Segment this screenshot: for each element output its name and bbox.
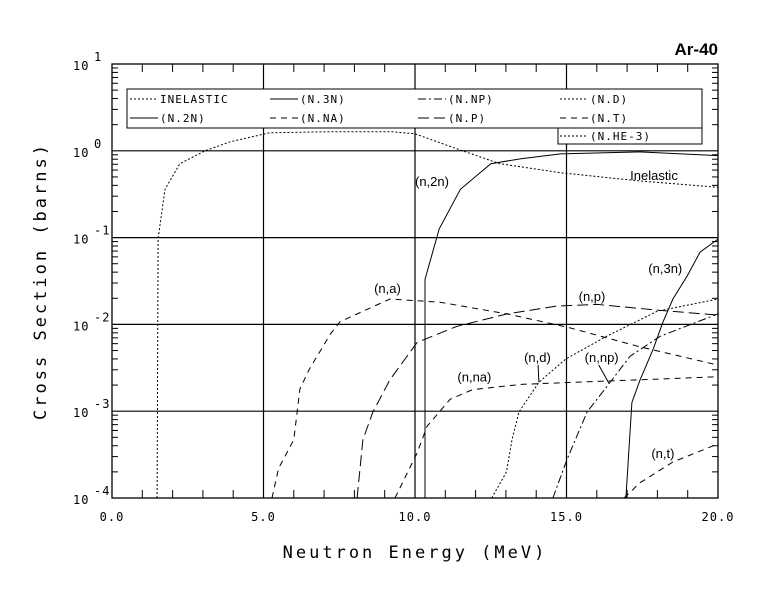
- legend-box: [126, 88, 703, 129]
- annotation-pointer: [537, 364, 540, 383]
- annotation-label: (n,np): [585, 350, 619, 365]
- plot-frame: [111, 63, 719, 499]
- series-line-n-a: [271, 298, 719, 499]
- legend-label: (N.NA): [300, 112, 346, 125]
- annotation-label: (n,d): [524, 350, 551, 365]
- legend: INELASTIC (N.3N) (N.NP) (N.D) (N.2N) (N.NA) (N…: [126, 88, 703, 145]
- x-axis-title: Neutron Energy (MeV): [283, 543, 548, 563]
- annotation-label: Inelastic: [630, 168, 678, 183]
- tick-labels: 0.0 5.0 10.0 15.0 20.0 10 1 10 0 10 -1 10 -2 10 -3 10 -4: [73, 50, 735, 524]
- y-tick-base: 10: [73, 59, 89, 73]
- chart-title: Ar-40: [675, 40, 718, 59]
- series-line-n-p: [356, 303, 719, 499]
- y-tick-exponent: -2: [94, 310, 110, 324]
- y-tick-base: 10: [73, 406, 89, 420]
- y-tick-base: 10: [73, 493, 89, 507]
- axis-ticks: [111, 64, 719, 498]
- legend-label: INELASTIC: [160, 93, 229, 106]
- legend-label: (N.3N): [300, 93, 346, 106]
- series-line-n-3n: [625, 238, 719, 499]
- legend-label: (N.NP): [448, 93, 494, 106]
- y-tick-exponent: 1: [94, 50, 102, 64]
- y-axis-title: Cross Section (barns): [31, 142, 51, 420]
- annotation-label: (n,a): [374, 281, 401, 296]
- legend-label: (N.D): [590, 93, 628, 106]
- series-line-n-np: [552, 313, 719, 499]
- legend-box-extra: [557, 127, 703, 145]
- annotation-label: (n,3n): [648, 261, 682, 276]
- legend-label: (N.T): [590, 112, 628, 125]
- annotation-label: (n,t): [651, 446, 674, 461]
- legend-label: (N.HE-3): [590, 130, 651, 143]
- y-tick-exponent: 0: [94, 137, 102, 151]
- x-tick-label: 0.0: [100, 510, 125, 524]
- x-tick-label: 20.0: [702, 510, 735, 524]
- annotation-label: (n,na): [457, 369, 491, 384]
- series-line-n-na: [394, 376, 719, 499]
- legend-label: (N.P): [448, 112, 486, 125]
- annotation-label: (n,2n): [415, 174, 449, 189]
- y-tick-exponent: -1: [94, 224, 110, 238]
- y-tick-exponent: -4: [94, 484, 110, 498]
- annotation-label: (n,p): [579, 289, 606, 304]
- y-tick-base: 10: [73, 233, 89, 247]
- legend-label: (N.2N): [160, 112, 206, 125]
- x-tick-label: 10.0: [399, 510, 432, 524]
- x-tick-label: 15.0: [550, 510, 583, 524]
- annotations: Inelastic (n,2n) (n,3n) (n,a) (n,p) (n,d) (n,n…: [374, 168, 682, 461]
- series-line-n-2n: [424, 151, 719, 498]
- series-line-n-t: [623, 443, 719, 499]
- y-tick-base: 10: [73, 319, 89, 333]
- x-tick-label: 5.0: [251, 510, 276, 524]
- series-line-n-d: [491, 298, 719, 499]
- y-tick-exponent: -3: [94, 397, 110, 411]
- annotation-pointer: [598, 364, 610, 384]
- y-tick-base: 10: [73, 146, 89, 160]
- series-group: [156, 131, 719, 499]
